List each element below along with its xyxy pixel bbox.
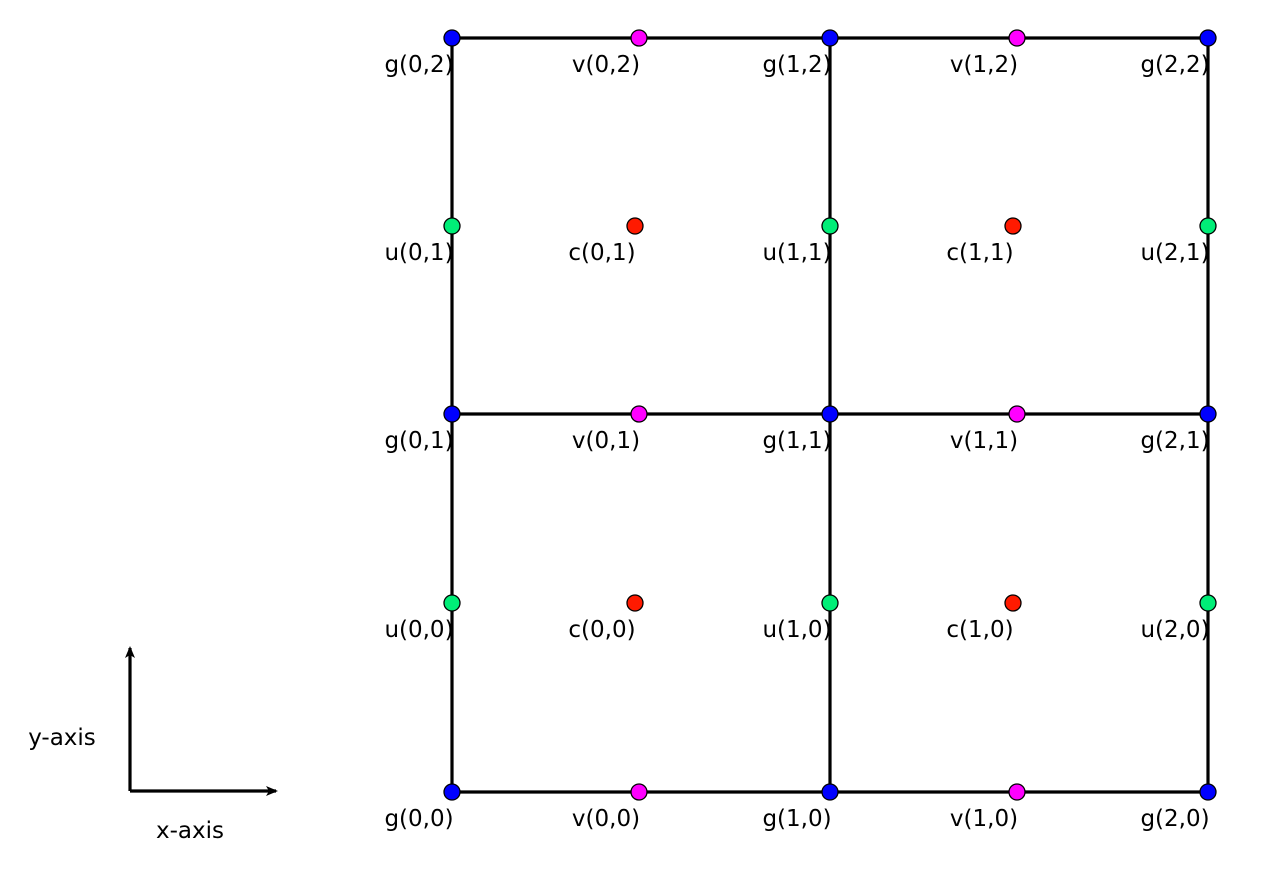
cell-center-node <box>1004 594 1022 612</box>
grid-node <box>821 29 839 47</box>
cell-center-node <box>626 594 644 612</box>
u-node <box>821 217 839 235</box>
v-node <box>1008 405 1026 423</box>
grid-node <box>443 29 461 47</box>
cell-center-label: c(1,0) <box>946 617 1013 643</box>
grid-node <box>821 783 839 801</box>
grid-node <box>443 783 461 801</box>
u-node-label: u(0,1) <box>384 240 453 266</box>
v-node-label: v(1,2) <box>950 52 1018 78</box>
grid-labels: g(0,0) g(1,0) g(2,0) g(0,1) g(1,1) g(2,1) g(0,… <box>384 52 1209 832</box>
u-node-label: u(1,0) <box>762 617 831 643</box>
cell-center-label: c(0,0) <box>568 617 635 643</box>
u-node-label: u(2,0) <box>1140 617 1209 643</box>
grid-node-label: g(0,2) <box>384 52 453 78</box>
grid-node-label: g(2,2) <box>1140 52 1209 78</box>
v-node-label: v(0,2) <box>572 52 640 78</box>
grid-node-label: g(1,2) <box>762 52 831 78</box>
u-node-label: u(1,1) <box>762 240 831 266</box>
v-node <box>630 783 648 801</box>
v-node <box>630 405 648 423</box>
v-node <box>1008 783 1026 801</box>
grid-node-label: g(2,1) <box>1140 428 1209 454</box>
grid-node <box>1199 405 1217 423</box>
grid-nodes <box>443 29 1217 801</box>
v-node-label: v(0,0) <box>572 806 640 832</box>
v-node-label: v(0,1) <box>572 428 640 454</box>
grid-node <box>1199 29 1217 47</box>
y-axis-label: y-axis <box>28 725 96 751</box>
cell-center-label: c(1,1) <box>946 240 1013 266</box>
grid-node-label: g(0,0) <box>384 806 453 832</box>
u-node <box>1199 217 1217 235</box>
grid-node-label: g(0,1) <box>384 428 453 454</box>
u-node-label: u(2,1) <box>1140 240 1209 266</box>
u-node-label: u(0,0) <box>384 617 453 643</box>
grid-node-label: g(1,1) <box>762 428 831 454</box>
grid-node-label: g(1,0) <box>762 806 831 832</box>
v-node-label: v(1,1) <box>950 428 1018 454</box>
x-axis-label: x-axis <box>156 818 224 844</box>
cell-center-node <box>626 217 644 235</box>
u-node <box>443 594 461 612</box>
u-node <box>1199 594 1217 612</box>
u-node <box>821 594 839 612</box>
grid-node <box>821 405 839 423</box>
axis-indicator: y-axis x-axis <box>28 646 278 844</box>
grid-node <box>443 405 461 423</box>
v-node <box>630 29 648 47</box>
u-node <box>443 217 461 235</box>
v-node <box>1008 29 1026 47</box>
grid-node <box>1199 783 1217 801</box>
grid-node-label: g(2,0) <box>1140 806 1209 832</box>
cell-center-label: c(0,1) <box>568 240 635 266</box>
v-node-label: v(1,0) <box>950 806 1018 832</box>
cell-center-node <box>1004 217 1022 235</box>
